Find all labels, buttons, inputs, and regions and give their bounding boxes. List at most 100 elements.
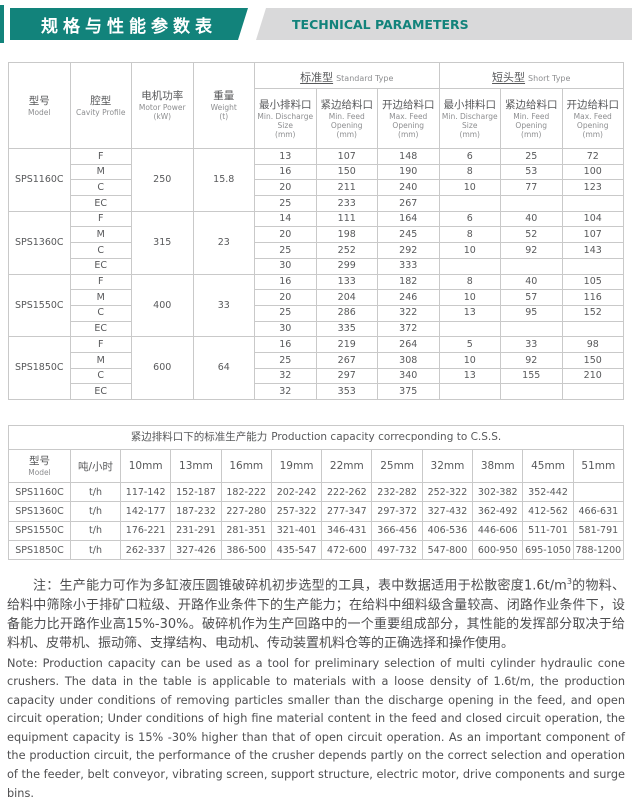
cavity-cell: C — [69, 304, 132, 322]
weight-cell: 15.8 — [192, 148, 255, 212]
spec-row: SPS1160C F 250 15.8 13 107 148 6 25 72 — [8, 148, 624, 212]
capacity-value-cell: 472-600 — [321, 539, 373, 561]
cavity-cell: EC — [69, 320, 132, 338]
value-cell — [438, 383, 501, 400]
group-header-standard: 标准型 Standard Type — [254, 62, 440, 89]
left-accent-bar — [0, 5, 4, 43]
weight-cell: 33 — [192, 273, 255, 338]
capacity-value-cell: 346-431 — [321, 520, 373, 541]
cavity-cell: EC — [69, 383, 132, 400]
capacity-value-cell: 202-242 — [270, 481, 323, 503]
capacity-title-en: Production capacity correcponding to C.S… — [271, 431, 502, 443]
capacity-value-cell: 406-536 — [421, 520, 474, 541]
value-cell — [438, 195, 501, 212]
value-cell: 107 — [561, 226, 624, 244]
value-cell: 107 — [315, 148, 378, 165]
value-cell: 8 — [438, 226, 501, 244]
capacity-col-size: 25mm — [371, 449, 423, 483]
value-cell: 8 — [438, 163, 501, 181]
value-cell: 92 — [500, 242, 563, 259]
value-cell: 53 — [500, 163, 563, 181]
value-cell: 219 — [315, 336, 378, 353]
capacity-value-cell: 788-1200 — [572, 539, 625, 561]
spec-row: SPS1360C F 315 23 14 111 164 6 40 104 — [8, 210, 624, 275]
capacity-value-cell: 297-372 — [371, 501, 423, 522]
cavity-cell: C — [69, 179, 132, 197]
value-cell: 210 — [561, 367, 624, 385]
cavity-cell: C — [69, 242, 132, 259]
value-cell: 57 — [500, 289, 563, 306]
capacity-value-cell: 362-492 — [472, 501, 524, 522]
weight-cell: 64 — [192, 336, 255, 400]
spec-row: EC 30 335 372 — [9, 320, 624, 338]
capacity-col-size: 22mm — [321, 449, 373, 483]
value-cell: 95 — [500, 304, 563, 322]
value-cell: 198 — [315, 226, 378, 244]
col-header-cavity: 腔型 Cavity Profile — [69, 62, 132, 149]
value-cell: 322 — [377, 304, 440, 322]
capacity-value-cell: 547-800 — [421, 539, 474, 561]
capacity-col-size: 19mm — [270, 449, 323, 483]
cavity-cell: EC — [69, 195, 132, 212]
value-cell: 104 — [561, 210, 624, 228]
banner-title-en: TECHNICAL PARAMETERS — [256, 8, 632, 40]
capacity-value-cell: 497-732 — [371, 539, 423, 561]
value-cell: 25 — [254, 304, 317, 322]
capacity-table-header: 紧边排料口下的标准生产能力 Production capacity correcp… — [8, 425, 625, 483]
capacity-value-cell: 435-547 — [270, 539, 323, 561]
value-cell — [500, 383, 563, 400]
value-cell: 105 — [561, 273, 624, 291]
sub-header-short-min-discharge: 最小排料口 Min. Discharge Size (mm) — [438, 88, 501, 149]
value-cell: 335 — [315, 320, 378, 338]
value-cell: 233 — [315, 195, 378, 212]
sub-header-short-max-feed: 开边给料口 Max. Feed Opening (mm) — [561, 88, 624, 149]
value-cell: 150 — [315, 163, 378, 181]
col-header-weight: 重量 Weight (t) — [192, 62, 255, 149]
capacity-value-cell: 281-351 — [220, 520, 272, 541]
value-cell: 111 — [315, 210, 378, 228]
sub-header-standard-max-feed: 开边给料口 Max. Feed Opening (mm) — [377, 88, 440, 149]
value-cell: 152 — [561, 304, 624, 322]
value-cell: 292 — [377, 242, 440, 259]
value-cell: 20 — [254, 289, 317, 306]
capacity-value-cell: 176-221 — [119, 520, 172, 541]
spec-table: 型号 Model 腔型 Cavity Profile 电机功率 Motor Power (k… — [8, 62, 624, 400]
capacity-table: 紧边排料口下的标准生产能力 Production capacity correcp… — [8, 425, 625, 561]
value-cell: 267 — [377, 195, 440, 212]
col-header-power: 电机功率 Motor Power (kW) — [131, 62, 194, 149]
value-cell — [500, 320, 563, 338]
value-cell — [500, 195, 563, 212]
capacity-model-cell: SPS1850C — [8, 539, 71, 561]
value-cell: 182 — [377, 273, 440, 291]
note-zh-part1: 注：生产能力可作为多缸液压圆锥破碎机初步选型的工具，表中数据适用于松散密度1.6… — [33, 578, 567, 594]
value-cell: 143 — [561, 242, 624, 259]
capacity-value-cell: 187-232 — [170, 501, 222, 522]
cavity-cell: M — [69, 163, 132, 181]
value-cell: 372 — [377, 320, 440, 338]
banner-title-zh-text: 规格与性能参数表 — [41, 16, 217, 37]
capacity-row: SPS1550C t/h 176-221 231-291 281-351 321-401 3… — [8, 520, 625, 541]
value-cell — [438, 320, 501, 338]
value-cell: 92 — [500, 351, 563, 369]
value-cell: 286 — [315, 304, 378, 322]
value-cell — [500, 257, 563, 275]
capacity-value-cell: 302-382 — [472, 481, 524, 503]
value-cell: 32 — [254, 367, 317, 385]
cavity-cell: M — [69, 351, 132, 369]
capacity-value-cell: 227-280 — [220, 501, 272, 522]
capacity-unit-cell: t/h — [70, 520, 121, 541]
value-cell: 20 — [254, 226, 317, 244]
sub-header-standard-min-discharge: 最小排料口 Min. Discharge Size (mm) — [254, 88, 317, 149]
value-cell: 6 — [438, 210, 501, 228]
spec-row: M 20 198 245 8 52 107 — [9, 226, 624, 244]
value-cell: 10 — [438, 242, 501, 259]
value-cell: 25 — [254, 195, 317, 212]
value-cell — [561, 320, 624, 338]
header-banner: 规格与性能参数表 TECHNICAL PARAMETERS — [0, 5, 632, 43]
value-cell: 16 — [254, 336, 317, 353]
capacity-value-cell: 232-282 — [371, 481, 423, 503]
value-cell: 13 — [254, 148, 317, 165]
capacity-value-cell: 231-291 — [170, 520, 222, 541]
capacity-value-cell: 366-456 — [371, 520, 423, 541]
capacity-value-cell: 446-606 — [472, 520, 524, 541]
